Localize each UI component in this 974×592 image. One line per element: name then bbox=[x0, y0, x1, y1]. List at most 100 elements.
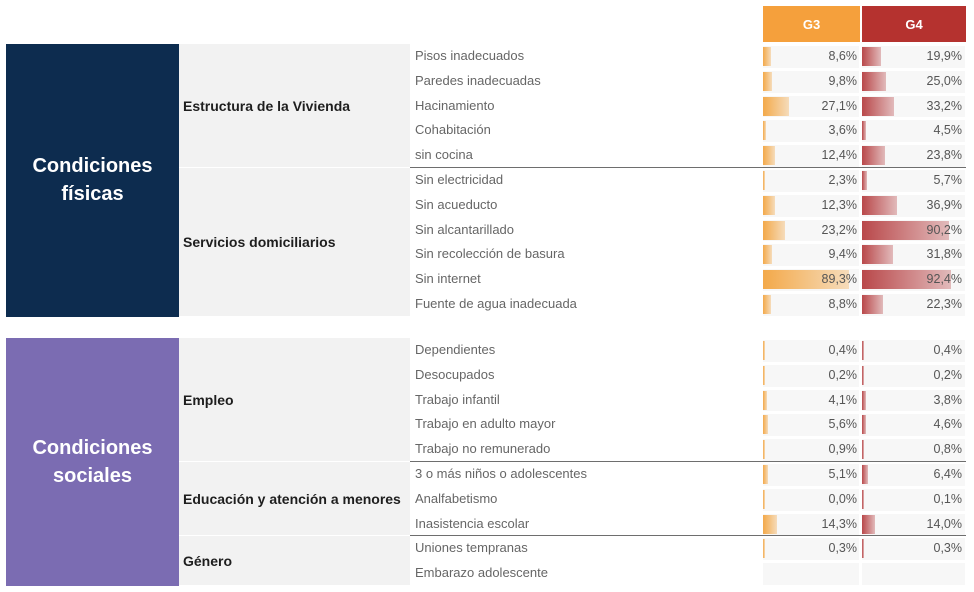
g4-bar bbox=[862, 47, 882, 66]
g4-cell bbox=[862, 294, 965, 316]
g3-cell bbox=[763, 364, 859, 387]
g4-value: 4,6% bbox=[933, 417, 963, 432]
g4-cell bbox=[862, 145, 965, 167]
g4-cell bbox=[862, 488, 965, 511]
g4-bar bbox=[862, 171, 868, 190]
g4-cell bbox=[862, 439, 965, 461]
group-title: Servicios domiciliarios bbox=[179, 168, 410, 316]
g3-cell bbox=[763, 219, 859, 242]
row-label: Dependientes bbox=[415, 342, 496, 357]
section-title-line: físicas bbox=[61, 183, 124, 206]
g3-bar bbox=[763, 47, 772, 66]
g3-value: 2,3% bbox=[828, 173, 858, 187]
group-separator bbox=[410, 461, 966, 462]
group-separator bbox=[410, 167, 966, 168]
g3-cell bbox=[763, 46, 859, 68]
g4-bar bbox=[862, 245, 893, 265]
g3-bar bbox=[763, 96, 790, 116]
g3-cell bbox=[763, 340, 859, 362]
g4-value: 90,2% bbox=[926, 222, 962, 237]
column-header-g4: G4 bbox=[862, 6, 966, 42]
section-title-text: Condiciones físicas bbox=[32, 152, 152, 208]
g4-bar bbox=[862, 440, 864, 460]
g4-value: 0,3% bbox=[933, 541, 963, 556]
g4-cell bbox=[862, 513, 965, 536]
g3-value: 12,3% bbox=[821, 197, 857, 212]
g4-bar bbox=[862, 415, 867, 435]
g3-value: 14,3% bbox=[821, 516, 857, 531]
row-label: Trabajo en adulto mayor bbox=[415, 416, 556, 432]
row-label: Sin recolección de basura bbox=[415, 246, 565, 262]
g3-value: 8,8% bbox=[828, 297, 858, 311]
g4-cell bbox=[862, 46, 965, 68]
g4-cell bbox=[862, 170, 965, 192]
g3-cell bbox=[763, 294, 859, 316]
g3-bar bbox=[763, 415, 769, 435]
g3-bar bbox=[763, 295, 772, 314]
group-title: Empleo bbox=[179, 338, 410, 461]
row-label: Uniones tempranas bbox=[415, 540, 528, 556]
row-label: Paredes inadecuadas bbox=[415, 72, 541, 88]
g4-value: 0,2% bbox=[933, 367, 963, 382]
row-label: Sin internet bbox=[415, 271, 481, 287]
g4-bar bbox=[862, 514, 876, 534]
g4-cell bbox=[862, 364, 965, 387]
g3-value: 23,2% bbox=[821, 222, 857, 237]
group-title: Educación y atención a menores bbox=[179, 462, 410, 536]
g4-value: 92,4% bbox=[926, 272, 962, 287]
g3-cell bbox=[763, 563, 859, 585]
g4-bar bbox=[862, 71, 886, 91]
row-label: Trabajo infantil bbox=[415, 391, 500, 407]
g3-value: 0,0% bbox=[828, 491, 858, 506]
g3-bar bbox=[763, 365, 765, 385]
g3-value: 8,6% bbox=[828, 49, 858, 63]
section-title-text: Condiciones sociales bbox=[32, 434, 152, 490]
row-label: Sin alcantarillado bbox=[415, 221, 515, 237]
g3-value: 89,3% bbox=[821, 272, 857, 287]
g3-value: 27,1% bbox=[821, 98, 857, 113]
g4-value: 36,9% bbox=[926, 197, 962, 212]
g3-bar bbox=[763, 465, 768, 484]
g4-bar bbox=[862, 365, 864, 385]
g4-cell bbox=[862, 120, 965, 143]
g4-bar bbox=[862, 121, 867, 141]
g4-value: 33,2% bbox=[926, 98, 962, 113]
g3-bar bbox=[763, 390, 767, 410]
row-label: 3 o más niños o adolescentes bbox=[415, 466, 587, 481]
g4-value: 4,5% bbox=[933, 123, 963, 138]
g3-cell bbox=[763, 120, 859, 143]
row-label: Cohabitación bbox=[415, 122, 491, 138]
g4-value: 25,0% bbox=[926, 73, 962, 88]
g4-bar bbox=[862, 295, 884, 314]
g4-bar bbox=[862, 195, 898, 215]
g3-cell bbox=[763, 194, 859, 217]
row-label: Hacinamiento bbox=[415, 97, 495, 113]
g3-bar bbox=[763, 195, 775, 215]
row-label: Pisos inadecuados bbox=[415, 48, 525, 63]
g4-cell bbox=[862, 340, 965, 362]
g3-bar bbox=[763, 539, 765, 559]
g4-bar bbox=[862, 539, 864, 559]
g3-value: 9,8% bbox=[828, 73, 858, 88]
g3-value: 0,3% bbox=[828, 541, 858, 556]
g3-value: 5,1% bbox=[828, 467, 858, 481]
row-label: Trabajo no remunerado bbox=[415, 441, 551, 457]
g4-bar bbox=[862, 341, 864, 360]
section-title-1: Condiciones sociales bbox=[6, 338, 179, 586]
g3-value: 0,9% bbox=[828, 442, 858, 457]
g3-cell bbox=[763, 513, 859, 536]
row-label: Analfabetismo bbox=[415, 490, 498, 506]
g4-bar bbox=[862, 270, 951, 290]
row-label: Desocupados bbox=[415, 366, 495, 382]
g3-bar bbox=[763, 440, 765, 460]
g3-value: 5,6% bbox=[828, 417, 858, 432]
g4-cell bbox=[862, 70, 965, 93]
g4-cell bbox=[862, 563, 965, 585]
g4-value: 23,8% bbox=[926, 148, 962, 163]
row-label: Sin electricidad bbox=[415, 172, 504, 187]
g3-bar bbox=[763, 489, 765, 509]
g3-cell bbox=[763, 538, 859, 561]
g4-value: 3,8% bbox=[933, 392, 963, 407]
g4-bar bbox=[862, 220, 949, 240]
g4-value: 5,7% bbox=[933, 173, 963, 187]
